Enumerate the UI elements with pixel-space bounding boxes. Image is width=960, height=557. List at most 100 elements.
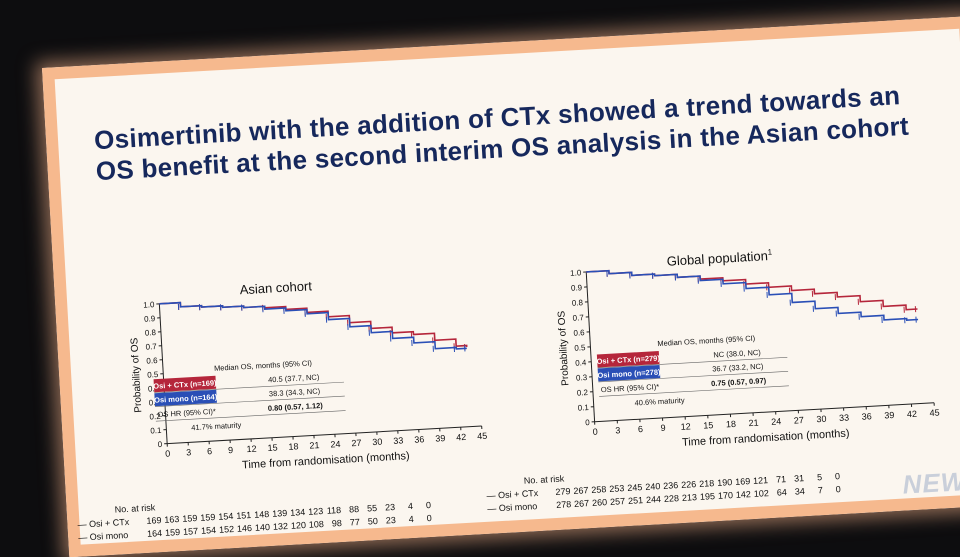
at-risk-value: 23: [377, 501, 396, 512]
x-tick-label: 15: [267, 442, 278, 453]
y-axis-label: Probability of OS: [129, 337, 144, 413]
y-tick-label: 0.3: [576, 373, 588, 383]
at-risk-value: 23: [378, 514, 397, 525]
x-tick-label: 42: [907, 409, 918, 420]
at-risk-value: 278: [553, 499, 572, 510]
at-risk-value: 159: [179, 513, 198, 524]
x-tick-label: 33: [839, 412, 850, 423]
hr-label: OS HR (95% CI)*: [157, 407, 216, 419]
x-tick-label: 0: [165, 448, 171, 458]
x-tick-label: 18: [288, 441, 299, 452]
at-risk-value: 257: [607, 496, 626, 507]
x-tick-label: 6: [638, 424, 644, 434]
y-tick-label: 0.7: [572, 313, 584, 323]
x-tick-label: 12: [680, 421, 691, 432]
x-tick-label: 39: [435, 433, 446, 444]
hr-value: 0.80 (0.57, 1.12): [268, 401, 324, 413]
at-risk-value: 170: [715, 490, 734, 501]
x-tick-label: 36: [861, 411, 872, 422]
x-tick-label: 0: [592, 427, 598, 437]
at-risk-value: 7: [804, 485, 823, 496]
at-risk-value: 31: [786, 473, 805, 484]
at-risk-value: 0: [413, 512, 432, 523]
y-tick-label: 0.1: [577, 403, 589, 413]
at-risk-value: 0: [822, 484, 841, 495]
y-tick-label: 0.8: [572, 298, 584, 308]
at-risk-value: 226: [678, 479, 697, 490]
x-tick-label: 30: [372, 437, 383, 448]
at-risk-value: 4: [395, 500, 414, 511]
x-axis-label: Time from randomisation (months): [682, 428, 850, 449]
median-os-row-value: 38.3 (34.3, NC): [269, 386, 321, 398]
at-risk-value: 140: [252, 521, 271, 532]
y-tick-label: 0.2: [577, 388, 589, 398]
x-tick-label: 3: [186, 447, 192, 457]
x-tick-label: 15: [703, 420, 714, 431]
y-tick-label: 0.6: [146, 356, 158, 366]
at-risk-value: 102: [751, 488, 770, 499]
at-risk-value: 64: [769, 487, 788, 498]
at-risk-value: 267: [570, 485, 589, 496]
at-risk-value: 163: [161, 514, 180, 525]
at-risk-value: 108: [306, 518, 325, 529]
at-risk-value: 5: [804, 472, 823, 483]
x-tick-label: 27: [351, 438, 362, 449]
median-os-header: Median OS, months (95% CI): [214, 358, 313, 372]
median-os-header: Median OS, months (95% CI): [657, 334, 756, 348]
at-risk-value: 159: [197, 512, 216, 523]
at-risk-value: 258: [588, 484, 607, 495]
x-tick-label: 45: [477, 431, 488, 442]
at-risk-value: 148: [251, 509, 270, 520]
at-risk-value: 236: [660, 480, 679, 491]
maturity-note: 41.7% maturity: [191, 420, 242, 432]
x-tick-label: 30: [816, 414, 827, 425]
at-risk-value: 0: [413, 499, 432, 510]
x-tick-label: 12: [246, 444, 257, 455]
presentation-slide: Osimertinib with the addition of CTx sho…: [42, 16, 960, 557]
x-tick-label: 9: [228, 445, 234, 455]
x-tick-label: 45: [929, 407, 940, 418]
at-risk-value: 0: [822, 471, 841, 482]
y-tick-label: 0.8: [145, 328, 157, 338]
at-risk-value: 190: [714, 477, 733, 488]
hr-label: OS HR (95% CI)*: [601, 382, 660, 394]
median-os-row-value: 40.5 (37.7, NC): [268, 372, 320, 384]
at-risk-value: 132: [270, 520, 289, 531]
at-risk-value: 71: [768, 474, 787, 485]
x-tick-label: 21: [748, 418, 759, 429]
x-tick-label: 36: [414, 434, 425, 445]
at-risk-value: 152: [216, 524, 235, 535]
hr-value: 0.75 (0.57, 0.97): [711, 376, 767, 388]
at-risk-value: 253: [606, 483, 625, 494]
at-risk-value: 123: [305, 506, 324, 517]
x-tick-label: 24: [771, 416, 782, 427]
x-tick-label: 6: [207, 446, 213, 456]
maturity-note: 40.6% maturity: [634, 396, 685, 408]
km-curve-osi-mono: [159, 287, 466, 366]
x-tick-label: 24: [330, 439, 341, 450]
median-os-row-value: NC (38.0, NC): [713, 348, 761, 360]
x-tick-label: 21: [309, 440, 320, 451]
at-risk-value: 34: [787, 486, 806, 497]
x-tick-label: 9: [660, 423, 666, 433]
km-curve-osi-mono: [586, 254, 918, 338]
at-risk-value: 244: [643, 494, 662, 505]
at-risk-value: 240: [642, 481, 661, 492]
at-risk-value: 55: [359, 502, 378, 513]
at-risk-value: 118: [323, 504, 342, 515]
x-tick-label: 3: [615, 425, 621, 435]
at-risk-value: 218: [696, 478, 715, 489]
at-risk-value: 195: [697, 491, 716, 502]
at-risk-value: 157: [180, 526, 199, 537]
at-risk-value: 154: [198, 525, 217, 536]
at-risk-value: 159: [162, 527, 181, 538]
x-tick-label: 18: [726, 419, 737, 430]
x-axis-label: Time from randomisation (months): [242, 450, 410, 471]
y-tick-label: 0.5: [574, 343, 586, 353]
at-risk-value: 139: [269, 508, 288, 519]
at-risk-value: 134: [287, 507, 306, 518]
y-tick-label: 0: [157, 440, 162, 449]
at-risk-value: 169: [732, 476, 751, 487]
